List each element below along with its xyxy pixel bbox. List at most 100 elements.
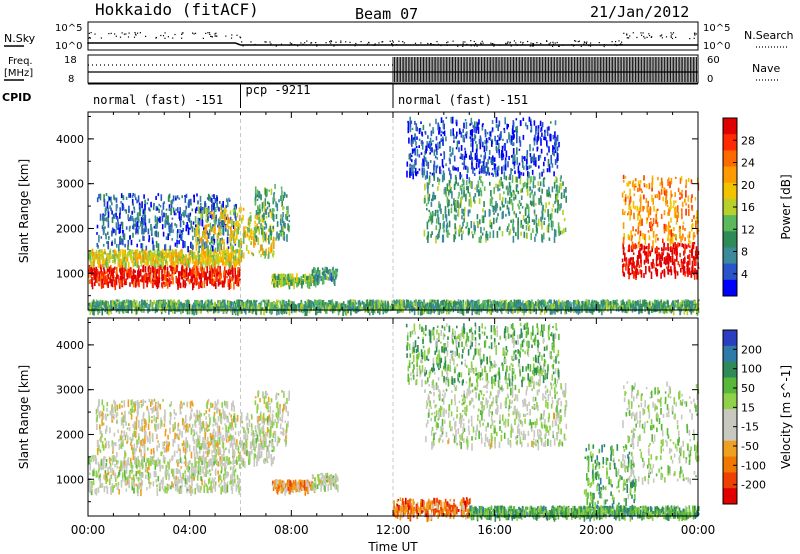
nsearch-point	[644, 37, 646, 39]
range-gate-cell	[96, 275, 99, 284]
range-gate-cell	[153, 300, 155, 305]
range-gate-cell	[588, 299, 590, 302]
range-gate-cell	[102, 283, 105, 289]
range-gate-cell	[537, 218, 540, 227]
range-gate-cell	[254, 214, 257, 219]
range-gate-cell	[694, 303, 697, 309]
range-gate-cell	[137, 229, 139, 235]
nsearch-point	[536, 42, 538, 44]
range-gate-cell	[552, 220, 554, 228]
range-gate-cell	[121, 279, 123, 288]
range-gate-cell	[110, 300, 112, 304]
range-gate-cell	[110, 196, 112, 203]
range-gate-cell	[392, 305, 395, 311]
range-gate-cell	[209, 264, 211, 269]
range-gate-cell	[680, 304, 682, 308]
range-gate-cell	[89, 253, 92, 261]
nsearch-point	[575, 40, 577, 42]
range-gate-cell	[288, 281, 291, 286]
nsearch-point	[125, 33, 127, 35]
nsearch-point	[297, 45, 299, 47]
range-gate-cell	[144, 227, 146, 233]
range-gate-cell	[195, 228, 198, 232]
range-gate-cell	[124, 255, 127, 259]
range-gate-cell	[119, 212, 121, 219]
range-gate-cell	[152, 265, 154, 271]
range-gate-cell	[268, 202, 271, 208]
nsearch-point	[636, 36, 638, 39]
range-gate-cell	[261, 202, 264, 209]
range-gate-cell	[107, 231, 109, 235]
range-gate-cell	[169, 277, 171, 284]
nsearch-point	[215, 35, 217, 37]
range-gate-cell	[133, 208, 136, 214]
range-gate-cell	[146, 279, 148, 288]
range-gate-cell	[234, 212, 236, 219]
range-gate-cell	[233, 250, 236, 254]
range-gate-cell	[109, 197, 111, 201]
range-gate-cell	[113, 249, 116, 255]
range-gate-cell	[233, 222, 236, 227]
range-gate-cell	[144, 222, 147, 230]
range-gate-cell	[145, 245, 148, 250]
range-gate-cell	[150, 201, 152, 208]
range-gate-cell	[109, 275, 112, 284]
range-gate-cell	[156, 254, 159, 261]
range-gate-cell	[188, 250, 191, 258]
range-gate-cell	[113, 267, 115, 274]
range-gate-cell	[90, 302, 93, 309]
range-gate-cell	[158, 277, 161, 280]
range-gate-cell	[200, 305, 203, 309]
range-gate-cell	[138, 271, 140, 274]
range-gate-cell	[267, 237, 269, 241]
nsearch-point	[577, 41, 579, 43]
range-gate-cell	[212, 274, 215, 277]
range-gate-cell	[313, 307, 316, 311]
beam-label: Beam 07	[355, 5, 418, 23]
range-gate-cell	[114, 238, 116, 245]
range-gate-cell	[110, 207, 112, 211]
range-gate-cell	[282, 299, 285, 304]
range-gate-cell	[549, 307, 552, 315]
range-gate-cell	[452, 306, 454, 309]
range-gate-cell	[157, 231, 159, 238]
range-gate-cell	[460, 304, 462, 310]
range-gate-cell	[212, 226, 215, 234]
range-gate-cell	[134, 282, 137, 288]
range-gate-cell	[192, 256, 195, 263]
range-gate-cell	[228, 197, 230, 201]
nsearch-point	[532, 43, 534, 45]
nsearch-point	[618, 44, 620, 46]
range-gate-cell	[152, 252, 155, 257]
nsearch-point	[491, 43, 493, 45]
range-gate-cell	[211, 227, 213, 232]
range-gate-cell	[144, 199, 146, 208]
range-gate-cell	[88, 280, 91, 284]
nsearch-point	[240, 37, 242, 39]
range-gate-cell	[199, 195, 202, 203]
range-gate-cell	[254, 232, 256, 238]
range-gate-cell	[111, 227, 114, 234]
range-gate-cell	[171, 275, 174, 278]
range-gate-cell	[219, 216, 222, 223]
range-gate-cell	[236, 281, 238, 286]
range-gate-cell	[483, 227, 485, 231]
range-gate-cell	[500, 303, 503, 307]
range-gate-cell	[220, 243, 223, 250]
range-gate-cell	[186, 222, 188, 228]
range-gate-cell	[159, 264, 161, 268]
nsearch-point	[270, 43, 272, 45]
range-gate-cell	[235, 203, 237, 209]
range-gate-cell	[281, 200, 283, 207]
range-gate-cell	[236, 258, 239, 264]
range-gate-cell	[180, 213, 182, 221]
range-gate-cell	[197, 206, 200, 214]
range-gate-cell	[263, 226, 266, 230]
range-gate-cell	[222, 299, 224, 302]
range-gate-cell	[297, 281, 299, 287]
range-gate-cell	[684, 306, 686, 309]
range-gate-cell	[260, 194, 262, 201]
range-gate-cell	[169, 274, 172, 277]
range-gate-cell	[279, 230, 282, 233]
range-gate-cell	[193, 274, 196, 280]
